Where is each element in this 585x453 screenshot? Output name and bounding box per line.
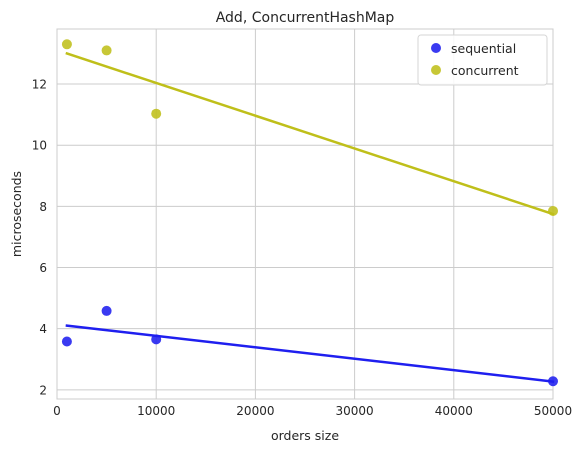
point-concurrent: [101, 45, 112, 56]
y-tick-label: 8: [39, 200, 47, 214]
y-tick-label: 6: [39, 261, 47, 275]
y-tick-label: 12: [32, 78, 47, 92]
y-tick-label: 4: [39, 322, 47, 336]
y-axis-label: microseconds: [9, 171, 24, 257]
point-sequential: [101, 305, 112, 316]
legend-label-sequential: sequential: [451, 41, 516, 56]
x-axis-label: orders size: [271, 428, 339, 443]
x-tick-label: 50000: [534, 404, 572, 418]
fit-line-sequential: [65, 324, 555, 383]
point-concurrent: [151, 108, 162, 119]
y-tick-label: 2: [39, 383, 47, 397]
x-axis-ticks: 0 10000 20000 30000 40000 50000: [53, 404, 572, 418]
point-sequential: [548, 376, 558, 387]
x-tick-label: 40000: [435, 404, 473, 418]
data-points: [61, 39, 558, 387]
x-tick-label: 0: [53, 404, 61, 418]
y-tick-label: 10: [32, 139, 47, 153]
point-concurrent: [548, 205, 558, 216]
x-tick-label: 30000: [336, 404, 374, 418]
legend-box: [417, 34, 548, 86]
legend-marker-concurrent: [431, 65, 441, 75]
legend: sequential concurrent: [417, 34, 548, 86]
chart-title: Add, ConcurrentHashMap: [216, 10, 395, 26]
y-axis-ticks: 2 4 6 8 10 12: [32, 78, 47, 398]
point-concurrent: [61, 39, 72, 50]
x-tick-label: 10000: [137, 404, 175, 418]
point-sequential: [151, 334, 162, 345]
legend-marker-sequential: [431, 43, 441, 53]
point-sequential: [61, 336, 72, 347]
x-tick-label: 20000: [236, 404, 274, 418]
fit-line-concurrent: [65, 51, 555, 216]
legend-label-concurrent: concurrent: [451, 63, 519, 78]
fit-lines: [65, 51, 555, 383]
